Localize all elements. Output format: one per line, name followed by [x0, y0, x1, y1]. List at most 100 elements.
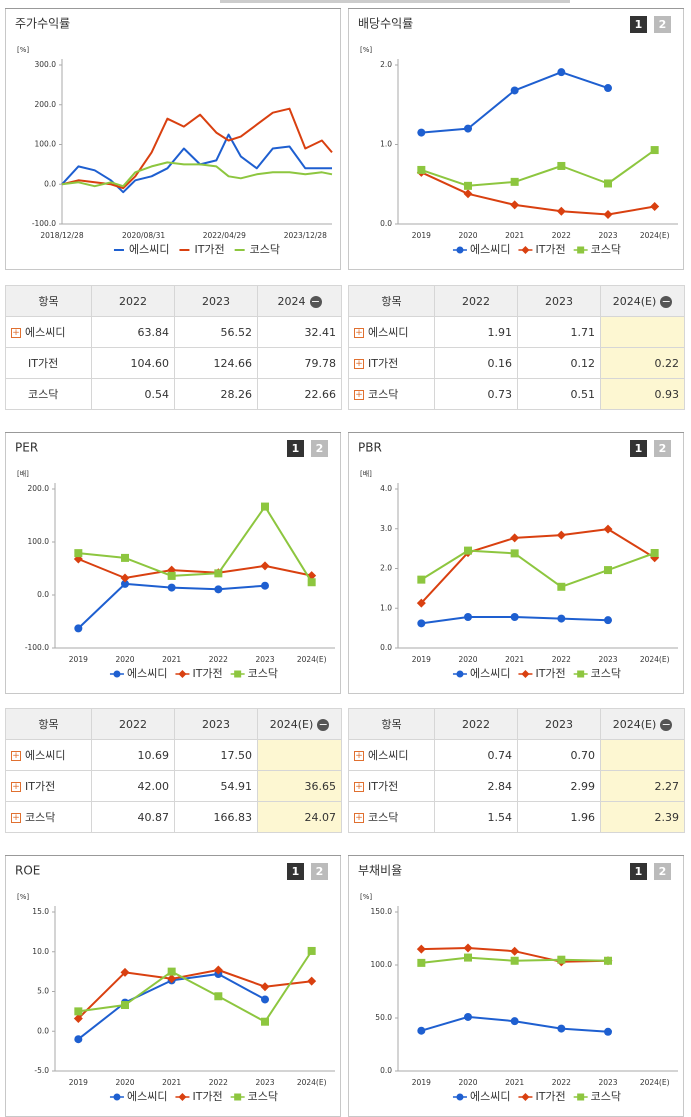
row-name: 에스씨디 — [368, 326, 409, 339]
page-button[interactable] — [311, 440, 328, 457]
y-tick-label: 100.0 — [35, 140, 57, 149]
chart-title: 주가수익률 — [15, 17, 70, 31]
chart-title: PBR — [358, 441, 382, 455]
page-button-label[interactable]: 2 — [316, 865, 324, 878]
legend-swatch — [234, 670, 242, 678]
point — [463, 189, 473, 199]
page-button[interactable] — [287, 863, 304, 880]
value-cell: 22.66 — [257, 378, 342, 410]
point — [557, 161, 566, 170]
x-tick-label: 2019 — [69, 655, 88, 664]
series-line — [420, 171, 655, 216]
page-button[interactable] — [654, 440, 671, 457]
chart: PBR 1 2 [배] 2019 2020 2021 2022 2023 2024(E) 0.0 1.… — [348, 432, 684, 694]
point — [557, 955, 566, 964]
table-row: + 코스닥 40.87 166.83 24.07 — [5, 801, 342, 833]
page-button[interactable] — [654, 863, 671, 880]
x-tick-label: 2020 — [115, 655, 134, 664]
expand-icon: + — [354, 359, 364, 369]
point — [557, 1024, 566, 1033]
chart: ROE 1 2 [%] 2019 2020 2021 2022 2023 2024(E) -5.0 0… — [5, 855, 341, 1117]
value-cell — [257, 739, 342, 771]
header-cell: 항목 — [348, 285, 435, 317]
page-button-label[interactable]: 2 — [316, 442, 324, 455]
header-cell: 2022 — [434, 285, 518, 317]
point — [416, 944, 426, 954]
page-button[interactable] — [630, 863, 647, 880]
point — [510, 612, 519, 621]
value-cell: 0.54 — [91, 378, 175, 410]
value-cell: 2.39 — [600, 801, 685, 833]
value-cell: 54.91 — [174, 770, 258, 802]
x-tick-label: 2024(E) — [640, 231, 670, 240]
page-button-label[interactable]: 2 — [659, 18, 667, 31]
page-button-label[interactable]: 2 — [659, 865, 667, 878]
page-button-label[interactable]: 1 — [635, 865, 643, 878]
legend-label: 에스씨디 — [470, 1090, 510, 1103]
value-cell: 0.70 — [517, 739, 601, 771]
point — [261, 581, 269, 590]
value-cell: 28.26 — [174, 378, 258, 410]
point — [464, 953, 472, 962]
value-cell: 1.71 — [517, 316, 601, 348]
page-button[interactable] — [654, 16, 671, 33]
page-button-label[interactable]: 2 — [659, 442, 667, 455]
x-tick-label: 2023/12/28 — [284, 231, 327, 240]
value-cell: 10.69 — [91, 739, 175, 771]
header-cell: 2023 — [174, 708, 258, 740]
point — [260, 561, 270, 571]
point — [650, 146, 659, 155]
page-button-label[interactable]: 1 — [635, 18, 643, 31]
legend-swatch — [234, 1093, 242, 1101]
header-cell: 2022 — [91, 708, 175, 740]
series-line — [420, 549, 656, 588]
legend-label: IT가전 — [535, 667, 565, 680]
page-button-label[interactable]: 1 — [292, 865, 300, 878]
page-button[interactable] — [630, 440, 647, 457]
point — [417, 958, 426, 967]
series-line — [61, 107, 333, 190]
x-tick-label: 2023 — [255, 655, 274, 664]
x-tick-label: 2022 — [209, 1078, 228, 1087]
point — [214, 585, 223, 594]
page-button[interactable] — [630, 16, 647, 33]
table-row: + 에스씨디 1.91 1.71 — [348, 316, 685, 348]
point — [556, 206, 566, 216]
value-cell: 124.66 — [174, 347, 258, 379]
header-text: 2023 — [545, 717, 573, 731]
y-tick-label: 0.0 — [380, 643, 392, 652]
value-cell: 104.60 — [91, 347, 175, 379]
point — [510, 177, 519, 186]
page-button-label[interactable]: 1 — [292, 442, 300, 455]
value-cell: 63.84 — [91, 316, 175, 348]
page-button-label[interactable]: 1 — [635, 442, 643, 455]
header-text: 2024 — [277, 294, 306, 308]
point — [416, 598, 426, 608]
x-tick-label: 2024(E) — [297, 1078, 327, 1087]
point — [556, 530, 566, 540]
value-cell: 0.73 — [434, 378, 518, 410]
x-tick-label: 2022 — [552, 231, 571, 240]
y-tick-label: 300.0 — [35, 60, 57, 69]
x-tick-label: 2020 — [115, 1078, 134, 1087]
header-cell: 항목 — [348, 708, 435, 740]
legend-swatch — [521, 1093, 530, 1101]
legend-label: IT가전 — [194, 243, 224, 256]
header-text: 2024(E) — [269, 717, 314, 731]
header-text: 2024(E) — [612, 294, 657, 308]
expand-icon: + — [11, 782, 21, 792]
table-row: + IT가전 2.84 2.99 2.27 — [348, 770, 685, 802]
page-button[interactable] — [287, 440, 304, 457]
data-table: 항목 2022 2023 2024(E) − + 에스씨디 0.74 0.70 + IT가전 2.84… — [348, 708, 685, 833]
unit-label: [배] — [360, 469, 372, 478]
name-cell: + 코스닥 — [348, 801, 435, 833]
page-button[interactable] — [311, 863, 328, 880]
expand-icon: + — [11, 751, 21, 761]
point — [464, 124, 472, 133]
header-cell: 2023 — [174, 285, 258, 317]
point — [167, 974, 177, 984]
table-row: IT가전 104.60 124.66 79.78 — [5, 347, 342, 379]
y-tick-label: 15.0 — [32, 907, 49, 916]
unit-label: [%] — [360, 893, 372, 901]
header-text: 2022 — [462, 294, 490, 308]
